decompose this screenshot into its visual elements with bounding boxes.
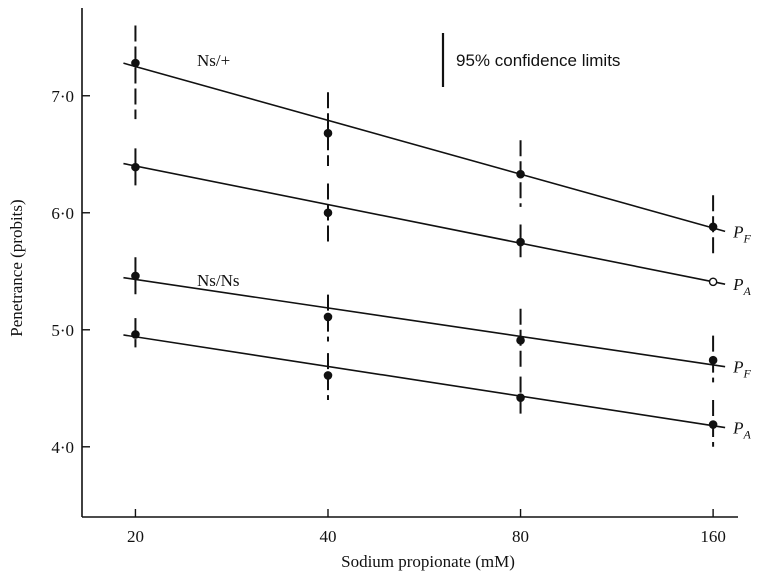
- series-1-label: PA: [732, 275, 751, 298]
- series-0-line: [123, 62, 726, 233]
- y-tick-label: 6·0: [51, 204, 74, 223]
- group-label: Ns/+: [197, 51, 230, 70]
- series-2-point: [131, 271, 140, 281]
- legend: 95% confidence limits: [441, 33, 620, 87]
- series-2-point: [708, 355, 718, 365]
- series-3-line: [123, 334, 726, 429]
- labels: PF PA PF PA Ns/+ Ns/Ns: [197, 51, 751, 442]
- series-1-point: [516, 237, 525, 247]
- series-0-point: [131, 58, 140, 68]
- x-axis-title: Sodium propionate (mM): [341, 552, 515, 571]
- y-tick-label: 5·0: [51, 321, 74, 340]
- series-1-line: [123, 162, 726, 285]
- x-tick-label: 40: [319, 527, 336, 546]
- series-0-point: [516, 169, 525, 179]
- series-0-point: [708, 222, 718, 232]
- series-3-point: [516, 393, 525, 402]
- series-2-label: PF: [732, 358, 751, 381]
- series-3-point: [131, 330, 140, 339]
- series-1-point: [708, 277, 718, 287]
- error-bars: [134, 25, 715, 447]
- series-0-label: PF: [732, 222, 751, 245]
- y-tick-label: 7·0: [51, 87, 74, 106]
- y-axis-title: Penetrance (probits): [7, 199, 26, 336]
- series-3-label: PA: [732, 419, 751, 442]
- y-tick-label: 4·0: [51, 438, 74, 457]
- fit-lines: [123, 62, 726, 429]
- x-tick-label: 20: [127, 527, 144, 546]
- series-1-point: [323, 208, 333, 218]
- axes: 4·0 5·0 6·0 7·0 20 40 80 160: [51, 8, 738, 546]
- data-points: [131, 58, 718, 429]
- series-3-point: [708, 420, 718, 429]
- series-0-point: [323, 128, 333, 138]
- series-2-point: [516, 336, 525, 345]
- x-tick-label: 160: [700, 527, 726, 546]
- legend-text: 95% confidence limits: [456, 51, 620, 70]
- group-label: Ns/Ns: [197, 271, 240, 290]
- series-2-point: [323, 312, 333, 322]
- series-1-point: [131, 162, 140, 172]
- series-3-point: [323, 371, 333, 380]
- series-2-line: [123, 276, 726, 368]
- x-tick-label: 80: [512, 527, 529, 546]
